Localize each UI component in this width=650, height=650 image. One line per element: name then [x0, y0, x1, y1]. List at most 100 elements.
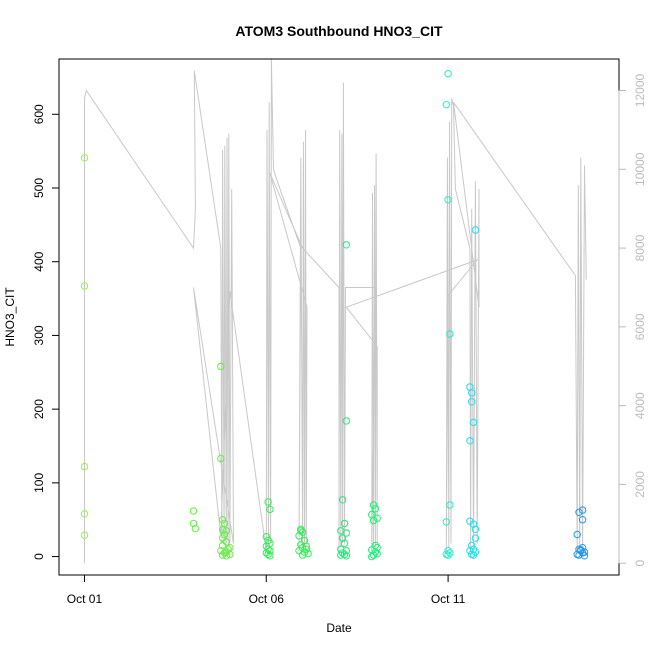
data-point: [446, 549, 454, 557]
data-point: [466, 547, 474, 555]
y-tick-label: 500: [32, 178, 46, 198]
data-point: [302, 542, 310, 550]
data-point: [575, 551, 583, 559]
data-point: [444, 551, 452, 559]
data-point: [578, 544, 587, 552]
data-point: [468, 541, 476, 550]
data-point: [444, 547, 452, 555]
data-point: [220, 519, 229, 528]
data-point: [217, 547, 225, 555]
x-tick-label: Oct 06: [249, 592, 285, 606]
data-point: [471, 226, 480, 234]
data-point: [189, 519, 198, 528]
data-point: [222, 527, 231, 535]
data-point: [469, 551, 478, 559]
y-tick-label: 100: [32, 473, 46, 493]
data-point: [222, 538, 231, 546]
x-tick-label: Oct 01: [67, 592, 103, 606]
data-point: [218, 534, 227, 542]
data-point: [340, 539, 349, 547]
data-point: [217, 362, 225, 371]
y-axis-left: 0 100 200 300 400 500 600: [32, 104, 59, 560]
y-tick-label: 600: [32, 104, 46, 124]
data-point: [577, 546, 585, 554]
data-point: [446, 330, 454, 338]
y2-tick-label: 0: [633, 560, 647, 567]
data-point: [371, 505, 380, 513]
y2-tick-label: 2000: [633, 471, 647, 498]
data-point: [264, 545, 272, 553]
data-point: [80, 531, 89, 539]
x-tick-label: Oct 11: [431, 592, 466, 606]
y-tick-label: 300: [32, 325, 46, 345]
data-point: [220, 530, 229, 539]
data-point: [573, 530, 581, 539]
data-point: [337, 551, 345, 559]
y-axis-right: 0 2000 4000 6000 8000 10000 12000: [618, 74, 647, 567]
y2-tick-label: 10000: [633, 152, 647, 186]
data-point: [468, 398, 476, 406]
data-point: [222, 552, 231, 560]
data-point: [469, 418, 478, 427]
data-point: [466, 437, 474, 445]
y-axis-label: HNO3_CIT: [3, 287, 17, 347]
y2-tick-label: 8000: [633, 234, 647, 261]
y-tick-label: 400: [32, 251, 46, 271]
y2-tick-label: 4000: [633, 392, 647, 419]
data-point: [304, 549, 312, 558]
data-point: [369, 551, 378, 559]
data-point: [266, 505, 274, 514]
data-point: [442, 101, 450, 109]
altitude-trace-line: [84, 58, 587, 564]
data-point: [444, 196, 452, 204]
data-point: [222, 548, 231, 556]
data-point: [446, 501, 454, 509]
data-point: [295, 547, 303, 555]
y2-tick-label: 6000: [633, 313, 647, 340]
data-point: [468, 389, 476, 397]
data-point: [444, 70, 452, 78]
data-point: [80, 154, 89, 162]
data-point: [266, 552, 274, 560]
data-point: [373, 549, 381, 558]
data-point: [337, 545, 345, 553]
data-point: [340, 550, 349, 559]
data-point: [340, 519, 349, 528]
data-point: [262, 533, 270, 541]
chart-title: ATOM3 Southbound HNO3_CIT: [235, 23, 443, 39]
data-point: [338, 496, 347, 504]
data-point: [575, 508, 583, 516]
data-point: [218, 526, 227, 534]
y-tick-label: 200: [32, 399, 46, 419]
data-point: [218, 541, 227, 550]
data-point: [80, 462, 89, 471]
data-point: [469, 520, 478, 528]
data-point: [226, 544, 234, 552]
data-point: [298, 551, 307, 559]
data-point: [373, 514, 381, 522]
data-point: [297, 527, 305, 535]
data-point: [338, 534, 347, 542]
data-point: [342, 552, 350, 560]
data-point: [80, 510, 89, 518]
data-point: [218, 516, 227, 524]
data-point: [295, 532, 303, 540]
y2-tick-label: 12000: [633, 74, 647, 108]
y-tick-label: 0: [32, 553, 46, 560]
altitude-trace-layer: [84, 58, 587, 564]
data-point: [442, 518, 450, 526]
data-point: [266, 547, 274, 555]
data-point: [217, 454, 225, 463]
data-point: [80, 282, 89, 290]
data-point: [578, 506, 587, 514]
data-point: [342, 417, 350, 425]
data-point: [471, 534, 480, 542]
data-point: [369, 516, 378, 525]
data-point: [578, 516, 587, 524]
data-point: [342, 241, 350, 249]
data-point: [264, 550, 272, 559]
data-point: [369, 501, 378, 509]
x-axis-label: Date: [326, 621, 352, 635]
data-points-layer: [80, 70, 589, 561]
